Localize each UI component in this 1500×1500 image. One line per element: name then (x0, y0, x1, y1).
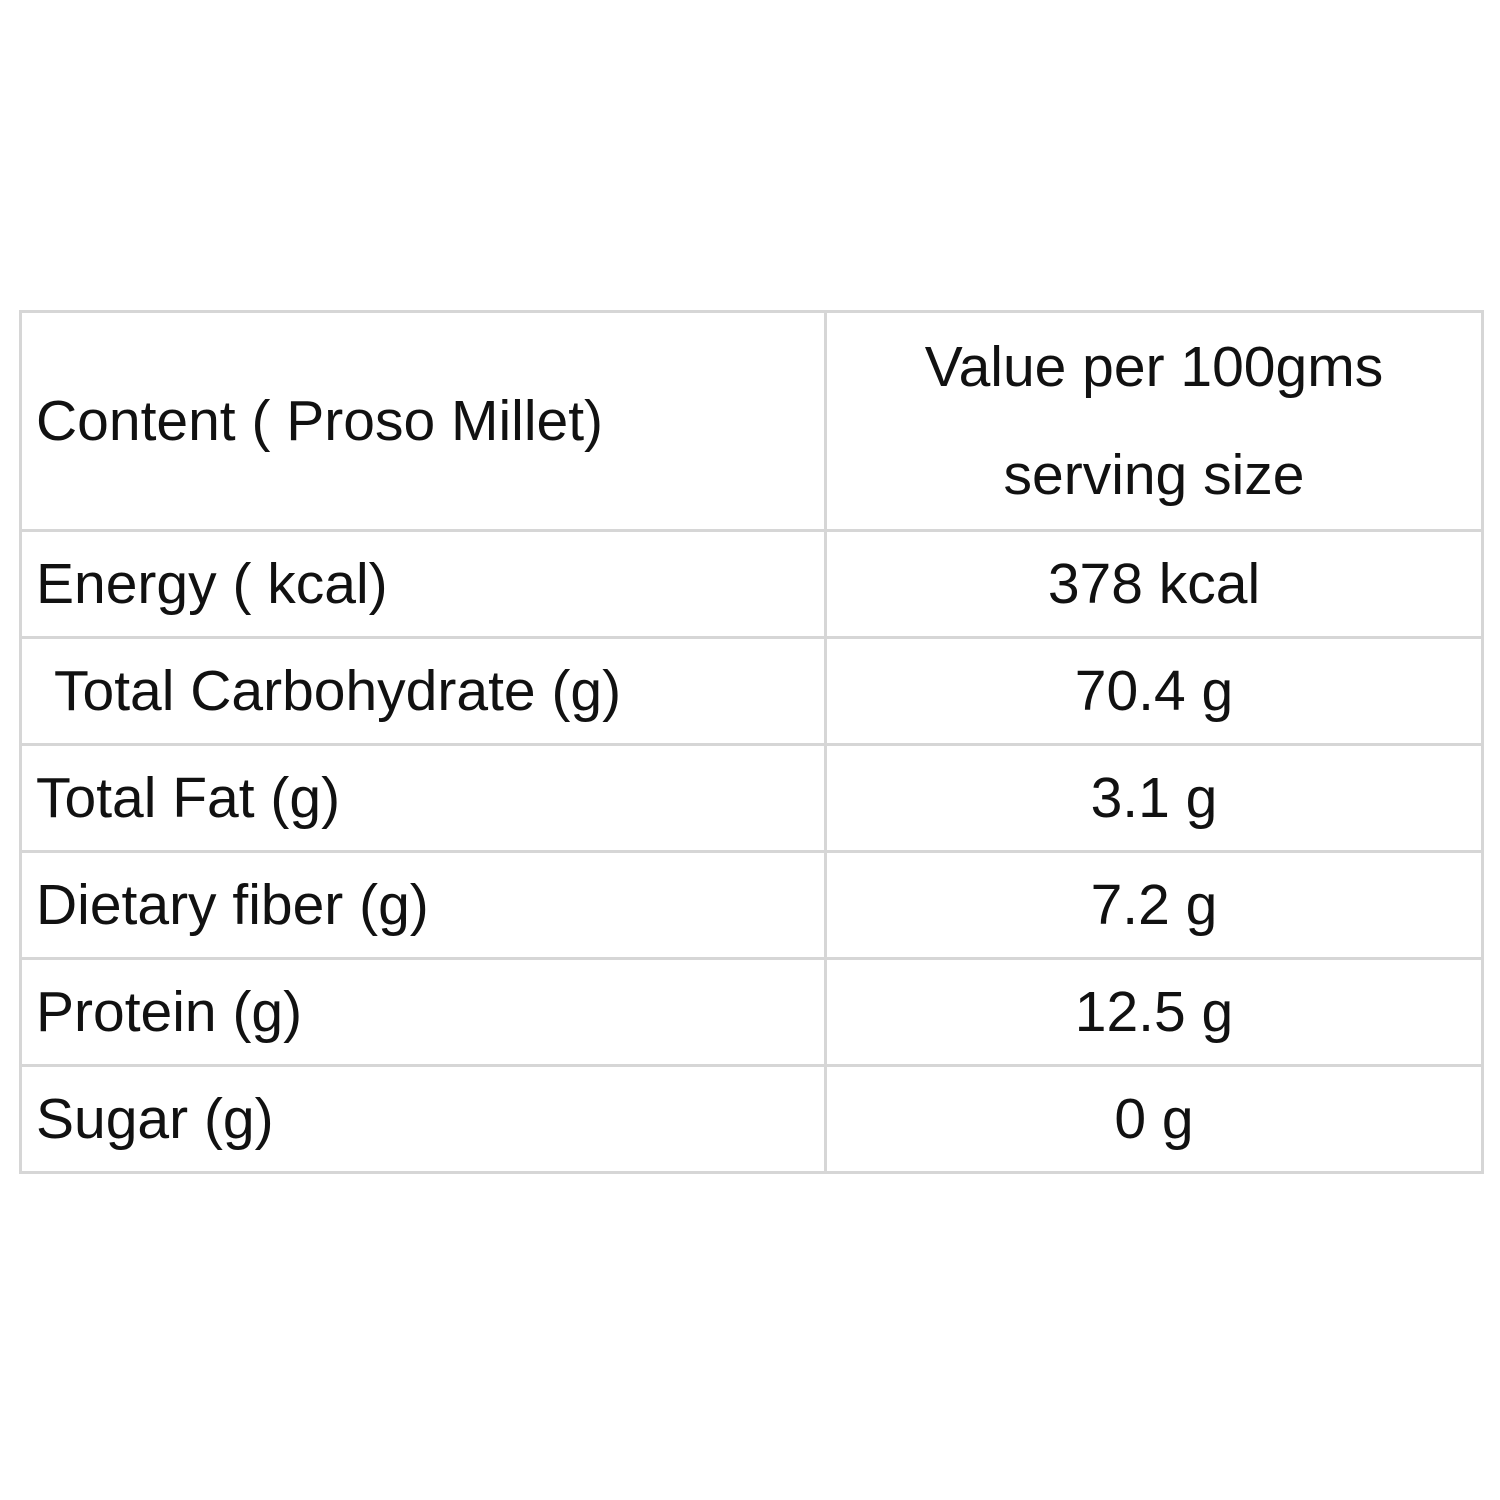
value-cell: 12.5 g (824, 957, 1484, 1067)
value-cell: 378 kcal (824, 529, 1484, 639)
table-row: Dietary fiber (g) 7.2 g (19, 850, 1484, 960)
nutrient-cell: Protein (g) (19, 957, 827, 1067)
table-row: Protein (g) 12.5 g (19, 957, 1484, 1067)
nutrient-cell: Dietary fiber (g) (19, 850, 827, 960)
nutrient-cell: Total Fat (g) (19, 743, 827, 853)
value-cell: 70.4 g (824, 636, 1484, 746)
header-cell: Content ( Proso Millet) (19, 310, 827, 532)
header-line: serving size (1003, 443, 1305, 507)
header-line: Value per 100gms (924, 335, 1384, 399)
nutrient-cell: Energy ( kcal) (19, 529, 827, 639)
nutrient-cell: Total Carbohydrate (g) (19, 636, 827, 746)
table-body: Content ( Proso Millet) Value per 100gms… (19, 310, 1484, 1174)
nutrient-cell: Sugar (g) (19, 1064, 827, 1174)
header-row: Content ( Proso Millet) Value per 100gms… (19, 310, 1484, 532)
value-cell: 7.2 g (824, 850, 1484, 960)
table-row: Total Carbohydrate (g) 70.4 g (19, 636, 1484, 746)
table-row: Energy ( kcal) 378 kcal (19, 529, 1484, 639)
table-row: Sugar (g) 0 g (19, 1064, 1484, 1174)
value-cell: 3.1 g (824, 743, 1484, 853)
table-row: Total Fat (g) 3.1 g (19, 743, 1484, 853)
value-cell: 0 g (824, 1064, 1484, 1174)
header-cell: Value per 100gms serving size (824, 310, 1484, 532)
nutrition-table: Content ( Proso Millet) Value per 100gms… (19, 310, 1484, 1174)
